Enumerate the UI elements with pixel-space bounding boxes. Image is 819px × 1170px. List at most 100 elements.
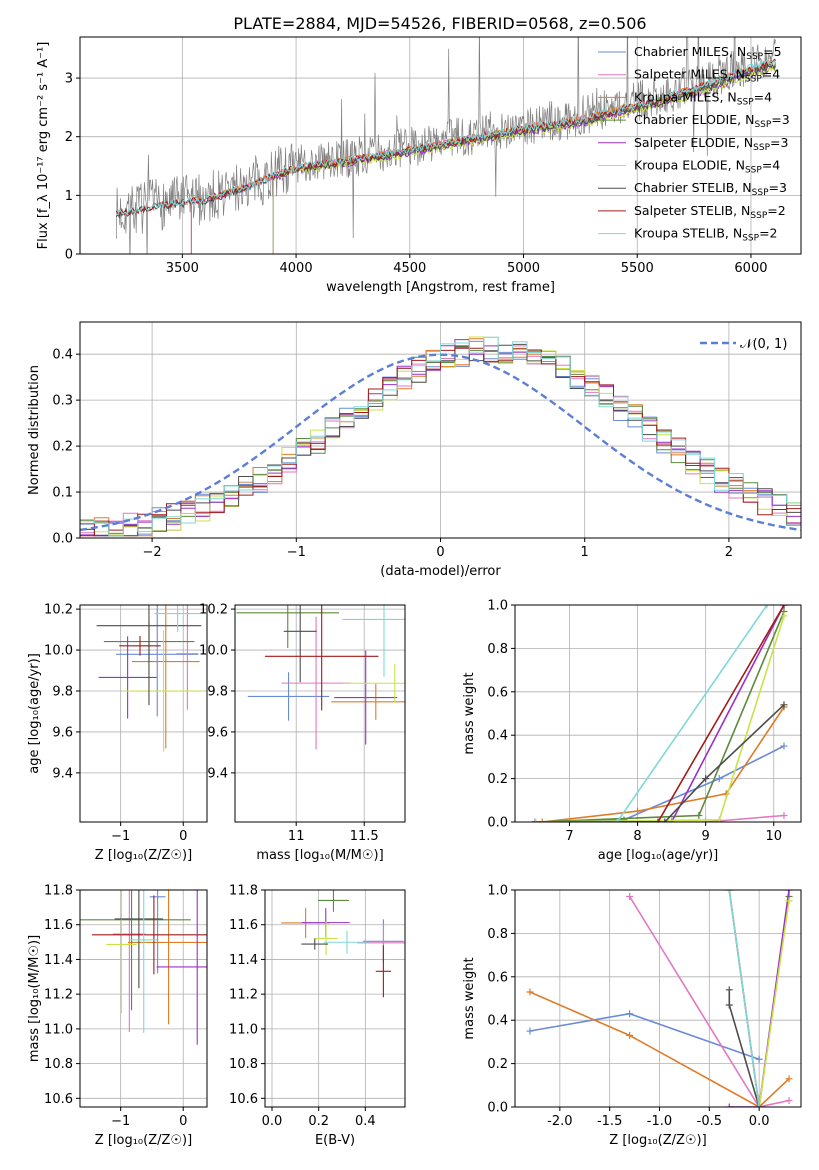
weight-series-line bbox=[535, 605, 768, 822]
x-tick-label: 0 bbox=[436, 545, 444, 560]
plot-area-age_vs_Z bbox=[96, 605, 205, 752]
residual-histogram bbox=[80, 336, 801, 537]
y-axis-label: age [log₁₀(age/yr)] bbox=[27, 653, 42, 774]
weight-point-marker bbox=[725, 986, 733, 994]
y-tick-label: 1.0 bbox=[487, 599, 508, 614]
weight-point-marker bbox=[780, 612, 788, 620]
x-tick-label: -2.0 bbox=[547, 1114, 572, 1129]
y-tick-label: 0.0 bbox=[487, 816, 508, 831]
weight-point-marker bbox=[785, 1075, 793, 1083]
y-tick-label: 11.8 bbox=[44, 884, 73, 899]
x-tick-label: 5500 bbox=[621, 261, 654, 276]
y-axis-label: Normed distribution bbox=[27, 365, 42, 495]
weight-point-marker bbox=[725, 1103, 733, 1107]
y-tick-label: 0.6 bbox=[487, 970, 508, 985]
weight-point-marker bbox=[626, 1031, 634, 1039]
plot-area-age_vs_mass bbox=[236, 605, 405, 750]
x-tick-label: −1 bbox=[111, 1114, 130, 1129]
y-axis-label: mass weight bbox=[462, 672, 477, 754]
x-tick-label: −1 bbox=[111, 829, 130, 844]
legend-label: 𝒩(0, 1) bbox=[740, 337, 787, 352]
x-tick-label: 11 bbox=[288, 829, 305, 844]
legend-label: Chabrier STELIB, NSSP=3 bbox=[634, 180, 787, 198]
y-tick-label: 0.1 bbox=[52, 486, 73, 501]
weight-point-marker bbox=[661, 818, 669, 822]
y-tick-label: 0.3 bbox=[52, 394, 73, 409]
legend-label: Salpeter STELIB, NSSP=2 bbox=[634, 203, 786, 221]
legend-label: Chabrier MILES, NSSP=5 bbox=[634, 44, 782, 62]
observed-spectrum-line bbox=[116, 37, 776, 254]
weight-point-marker bbox=[785, 897, 793, 905]
y-tick-label: 11.6 bbox=[229, 918, 258, 933]
weight-point-marker bbox=[785, 890, 793, 894]
y-tick-label: 9.8 bbox=[207, 684, 228, 699]
plot-area-residuals bbox=[80, 336, 801, 537]
x-axis-label: Z [log₁₀(Z/Z☉)] bbox=[95, 1133, 192, 1148]
y-tick-label: 10.2 bbox=[44, 603, 73, 618]
y-tick-label: 10.2 bbox=[199, 603, 228, 618]
y-tick-label: 10.8 bbox=[44, 1057, 73, 1072]
y-tick-label: 3 bbox=[65, 72, 73, 87]
weight-series-line bbox=[535, 611, 785, 822]
y-tick-label: 11.0 bbox=[44, 1022, 73, 1037]
y-tick-label: 0 bbox=[65, 248, 73, 263]
x-tick-label: 6000 bbox=[734, 261, 767, 276]
x-axis-label: Z [log₁₀(Z/Z☉)] bbox=[95, 848, 192, 863]
weight-series-line bbox=[535, 605, 785, 822]
weight-point-marker bbox=[725, 1001, 733, 1009]
x-tick-label: 0.0 bbox=[749, 1114, 770, 1129]
weight-point-marker bbox=[526, 988, 534, 996]
weight-point-marker bbox=[715, 816, 723, 822]
axes-frame bbox=[264, 889, 406, 1108]
y-tick-label: 10.0 bbox=[44, 644, 73, 659]
axes-frame bbox=[79, 604, 208, 823]
x-tick-label: 4000 bbox=[280, 261, 313, 276]
weight-point-marker bbox=[634, 807, 642, 815]
y-tick-label: 1.0 bbox=[487, 884, 508, 899]
weight-series-line bbox=[535, 704, 785, 822]
weight-series-line bbox=[758, 900, 790, 1107]
weight-point-marker bbox=[780, 701, 788, 709]
weight-series-line bbox=[728, 890, 760, 1107]
residual-histogram bbox=[80, 343, 801, 537]
x-tick-label: 0.4 bbox=[355, 1114, 376, 1129]
weight-series-line bbox=[535, 615, 785, 822]
weight-point-marker bbox=[626, 1010, 634, 1018]
x-tick-label: -0.5 bbox=[697, 1114, 722, 1129]
y-tick-label: 11.6 bbox=[44, 918, 73, 933]
model-spectrum-line bbox=[116, 59, 776, 216]
x-tick-label: -1.0 bbox=[647, 1114, 672, 1129]
weight-point-marker bbox=[715, 775, 723, 783]
y-tick-label: 11.4 bbox=[44, 953, 73, 968]
y-tick-label: 0.2 bbox=[52, 440, 73, 455]
weight-point-marker bbox=[702, 775, 710, 783]
x-tick-label: 0 bbox=[179, 1114, 187, 1129]
plot-area-mass_vs_ebv bbox=[281, 890, 405, 998]
weight-point-marker bbox=[780, 742, 788, 750]
weight-series-line bbox=[535, 814, 785, 822]
axes-frame bbox=[79, 889, 208, 1108]
y-tick-label: 11.2 bbox=[229, 988, 258, 1003]
x-axis-label: E(B-V) bbox=[315, 1133, 355, 1148]
weight-point-marker bbox=[780, 811, 788, 819]
weight-point-marker bbox=[785, 1096, 793, 1104]
y-tick-label: 0.0 bbox=[52, 532, 73, 547]
x-tick-label: −2 bbox=[143, 545, 162, 560]
y-tick-label: 11.2 bbox=[44, 988, 73, 1003]
y-tick-label: 0.4 bbox=[52, 348, 73, 363]
x-tick-label: 11.5 bbox=[350, 829, 379, 844]
weight-series-line bbox=[529, 991, 790, 1107]
model-spectrum-line bbox=[115, 58, 776, 217]
y-tick-label: 10.6 bbox=[44, 1092, 73, 1107]
y-tick-label: 10.0 bbox=[199, 644, 228, 659]
weight-point-marker bbox=[755, 1103, 763, 1107]
x-axis-label: (data-model)/error bbox=[380, 564, 501, 579]
weight-point-marker bbox=[654, 818, 662, 822]
weight-point-marker bbox=[526, 1027, 534, 1035]
y-tick-label: 0.0 bbox=[487, 1101, 508, 1116]
y-tick-label: 10.6 bbox=[229, 1092, 258, 1107]
y-tick-label: 0.4 bbox=[487, 729, 508, 744]
y-tick-label: 9.8 bbox=[52, 684, 73, 699]
y-tick-label: 9.6 bbox=[207, 725, 228, 740]
